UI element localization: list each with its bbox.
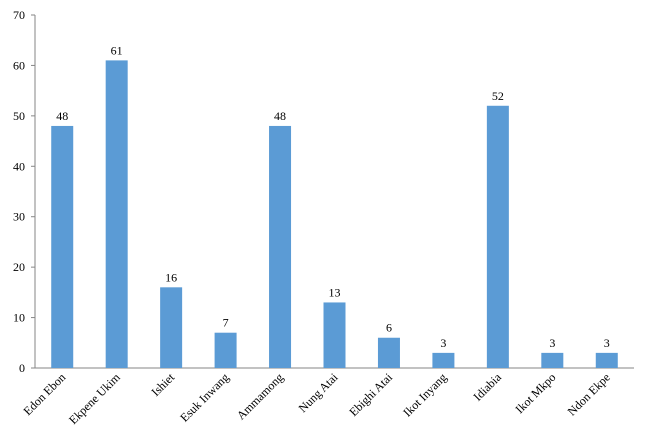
x-tick-label: Ndon Ekpe [565,370,613,418]
x-tick-label: Ekpene Ukim [66,370,123,427]
x-tick-label: Ikot Mkpo [512,370,558,416]
data-label: 6 [386,321,392,335]
x-tick-label: Ishiet [148,370,177,399]
x-tick-label: Ebighi Atai [346,370,395,419]
data-label: 3 [604,336,610,350]
bar [377,337,400,368]
data-label: 3 [549,336,555,350]
bar [486,105,509,369]
data-label: 3 [440,336,446,350]
bar [269,125,292,368]
y-tick-label: 70 [13,8,25,22]
bar [105,60,128,369]
bar [160,287,183,368]
data-label: 7 [223,316,229,330]
bar [214,332,237,368]
bar [323,302,346,368]
data-label: 48 [56,109,68,123]
data-label: 16 [165,270,177,284]
data-label: 48 [274,109,286,123]
x-tick-label: Ammamong [234,370,286,422]
x-tick-label: Esuk Inwang [177,370,231,424]
data-label: 61 [111,43,123,57]
y-tick-label: 50 [13,109,25,123]
bar [432,352,455,368]
x-tick-label: Edon Ebon [20,370,68,418]
x-tick-label: Idiabia [471,370,505,404]
y-tick-label: 40 [13,159,25,173]
bar [51,125,74,368]
y-tick-label: 10 [13,311,25,325]
data-label: 52 [492,89,504,103]
y-tick-label: 0 [19,361,25,375]
data-label: 13 [329,285,341,299]
y-tick-label: 20 [13,260,25,274]
bar [595,352,618,368]
x-tick-label: Nung Atai [296,370,341,415]
y-tick-label: 60 [13,58,25,72]
bar [541,352,564,368]
y-tick-label: 30 [13,210,25,224]
x-tick-label: Ikot Inyang [400,370,449,419]
